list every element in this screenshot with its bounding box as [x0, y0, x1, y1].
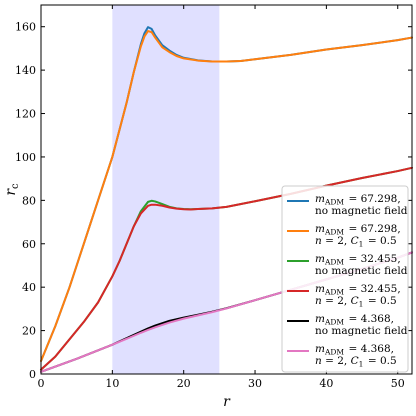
y-axis-label: rc [3, 183, 21, 196]
x-tick-label: 10 [105, 377, 119, 390]
legend-label-3: mADM = 32.455, [315, 253, 401, 267]
legend-label-1: mADM = 67.298, [315, 193, 401, 207]
x-tick-label: 0 [38, 377, 45, 390]
legend-label-4: mADM = 32.455, [315, 283, 401, 297]
series-line-2 [40, 30, 413, 362]
y-tick-label: 60 [22, 238, 36, 251]
y-tick-label: 40 [22, 281, 36, 294]
shaded-band [112, 5, 220, 374]
legend-label-1: no magnetic field [315, 205, 408, 217]
shaded-region [112, 5, 220, 374]
x-axis-label: r [223, 394, 231, 410]
y-tick-label: 100 [15, 151, 36, 164]
legend-label-2: mADM = 67.298, [315, 223, 401, 237]
legend-label-5: no magnetic field [315, 325, 408, 337]
series-line-4 [40, 166, 413, 371]
y-tick-label: 140 [15, 64, 36, 77]
x-tick-label: 20 [177, 377, 191, 390]
legend-box [281, 185, 409, 373]
x-tick-label: 50 [391, 377, 405, 390]
legend-label-5: mADM = 4.368, [315, 313, 394, 327]
x-tick-label: 30 [248, 377, 262, 390]
ticks: 0 10 20 30 40 50 0 20 40 60 80 100 120 140 160 [15, 5, 412, 390]
legend-label-6: mADM = 4.368, [315, 343, 394, 357]
legend-label-3: no magnetic field [315, 265, 408, 277]
x-tick-label: 40 [319, 377, 333, 390]
axes [40, 4, 413, 375]
legend-label-4: n = 2, C1 = 0.5 [315, 295, 397, 309]
legend-label-6: n = 2, C1 = 0.5 [315, 355, 397, 369]
y-tick-label: 80 [22, 194, 36, 207]
axes-frame [40, 4, 413, 375]
legend-label-2: n = 2, C1 = 0.5 [315, 235, 397, 249]
y-tick-label: 0 [29, 368, 36, 381]
y-tick-label: 120 [15, 108, 36, 121]
y-tick-label: 160 [15, 21, 36, 34]
y-tick-label: 20 [22, 325, 36, 338]
